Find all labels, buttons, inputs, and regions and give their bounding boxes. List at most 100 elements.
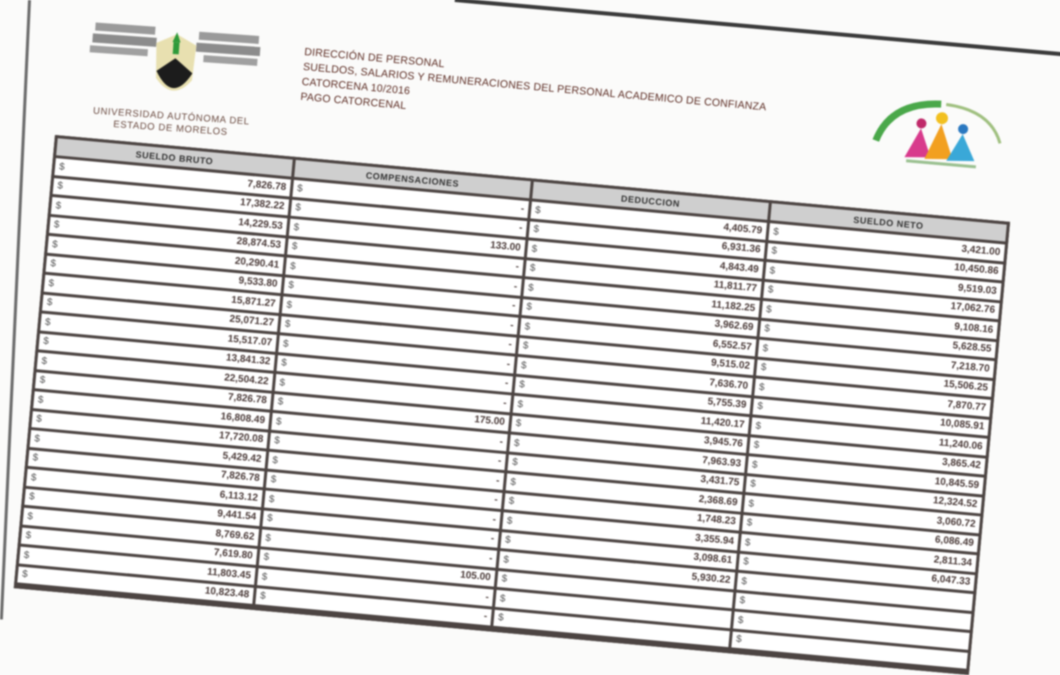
currency-symbol: $	[271, 454, 279, 467]
currency-symbol: $	[755, 420, 762, 432]
currency-symbol: $	[46, 297, 53, 309]
currency-symbol: $	[42, 336, 50, 348]
currency-symbol: $	[30, 471, 37, 484]
currency-symbol: $	[527, 282, 535, 294]
cell-value: -	[506, 358, 511, 370]
cell-value: 2,368.69	[698, 493, 738, 509]
cell-value: 11,420.17	[700, 415, 746, 431]
cell-value: 15,871.27	[230, 294, 277, 310]
currency-symbol: $	[296, 182, 304, 195]
cell-value: 7,636.70	[708, 377, 749, 392]
cell-value: -	[497, 455, 502, 468]
cell-value: 9,515.02	[710, 357, 751, 373]
currency-symbol: $	[513, 437, 521, 450]
currency-symbol: $	[746, 517, 753, 530]
cell-value: 6,931.36	[721, 241, 761, 256]
currency-symbol: $	[55, 200, 62, 212]
cell-value: 3,355.94	[694, 532, 735, 547]
cell-value: 17,382.22	[239, 197, 285, 213]
currency-symbol: $	[769, 265, 776, 277]
cell-value: 25,071.27	[229, 313, 275, 329]
currency-symbol: $	[282, 338, 290, 350]
currency-symbol: $	[740, 575, 748, 588]
currency-symbol: $	[273, 435, 281, 447]
currency-symbol: $	[51, 238, 59, 251]
currency-symbol: $	[25, 530, 32, 542]
cell-value: 7,826.78	[220, 469, 261, 485]
cell-value: 7,218.70	[950, 359, 991, 375]
currency-symbol: $	[264, 532, 272, 544]
cell-value: 7,826.78	[227, 392, 268, 407]
currency-symbol: $	[280, 357, 288, 370]
cell-value: -	[515, 261, 520, 273]
column-compensaciones: COMPENSACIONES $ - $ - $133.00 $ - $ - $ - $ - $ - $ - $ - $…	[255, 159, 531, 629]
cell-value: 15,506.25	[943, 378, 989, 394]
cell-value: 3,098.61	[692, 551, 733, 567]
currency-symbol: $	[58, 161, 66, 173]
currency-symbol: $	[287, 280, 295, 292]
cell-value: -	[493, 494, 499, 506]
currency-symbol: $	[263, 551, 270, 564]
currency-symbol: $	[23, 549, 30, 562]
cell-value: 9,441.54	[216, 508, 257, 524]
cell-value: 8,769.62	[215, 527, 255, 543]
payroll-table: SUELDO BRUTO $7,826.78 $17,382.22 $14,229.5…	[13, 135, 1011, 675]
cell-value: 11,803.45	[206, 566, 252, 582]
currency-symbol: $	[39, 374, 46, 387]
cell-value: 16,808.49	[220, 410, 266, 426]
cell-value: -	[488, 552, 493, 565]
state-logo	[865, 92, 1011, 184]
currency-symbol: $	[40, 355, 48, 367]
currency-symbol: $	[26, 510, 34, 523]
currency-symbol: $	[747, 498, 755, 510]
cell-value: -	[495, 475, 500, 487]
cell-value: 17,062.76	[950, 301, 996, 317]
currency-symbol: $	[293, 221, 300, 234]
currency-symbol: $	[770, 245, 778, 258]
currency-symbol: $	[531, 243, 538, 255]
cell-value: 7,826.78	[246, 178, 287, 193]
currency-symbol: $	[749, 478, 757, 491]
state-emblem-icon	[872, 100, 1002, 169]
currency-symbol: $	[518, 379, 526, 391]
currency-symbol: $	[516, 398, 524, 411]
currency-symbol: $	[37, 394, 44, 406]
cell-value: 7,619.80	[213, 547, 254, 562]
cell-value: 15,517.07	[227, 333, 273, 349]
cell-value: 7,963.93	[701, 454, 742, 470]
column-sueldo-neto: SUELDO NETO $3,421.00 $10,450.86 $9,519.03 $…	[731, 203, 1007, 672]
currency-symbol: $	[268, 493, 275, 506]
cell-value: 105.00	[459, 569, 492, 584]
cell-value: 5,628.55	[952, 340, 992, 355]
cell-value: 6,086.49	[934, 534, 975, 550]
currency-symbol: $	[737, 614, 744, 627]
cell-value: 2,811.34	[933, 554, 973, 569]
currency-symbol: $	[294, 202, 302, 214]
cell-value: -	[513, 280, 518, 293]
cell-value: -	[520, 203, 525, 215]
cell-value: -	[499, 436, 504, 448]
cell-value: 13,841.32	[225, 352, 271, 368]
currency-symbol: $	[502, 554, 510, 566]
currency-symbol: $	[767, 284, 774, 296]
cell-value: 9,519.03	[957, 282, 998, 297]
cell-value: 11,811.77	[713, 279, 758, 295]
currency-symbol: $	[291, 241, 298, 253]
cell-value: 11,240.06	[938, 437, 984, 453]
cell-value: -	[492, 514, 497, 526]
currency-symbol: $	[524, 321, 531, 333]
currency-symbol: $	[525, 301, 533, 314]
currency-symbol: $	[501, 573, 508, 586]
cell-value: 9,533.80	[238, 275, 278, 290]
cell-value: -	[483, 611, 488, 623]
cell-value: 5,930.22	[691, 571, 731, 586]
currency-symbol: $	[763, 323, 771, 335]
cell-value: -	[504, 378, 509, 390]
cell-value: 22,504.22	[223, 372, 270, 388]
cell-value: 10,450.86	[953, 262, 999, 278]
cell-value: 6,047.33	[930, 573, 971, 589]
cell-value: 20,290.41	[234, 255, 280, 271]
currency-symbol: $	[48, 277, 55, 290]
currency-symbol: $	[762, 342, 769, 355]
cell-value: 3,060.72	[936, 515, 977, 530]
